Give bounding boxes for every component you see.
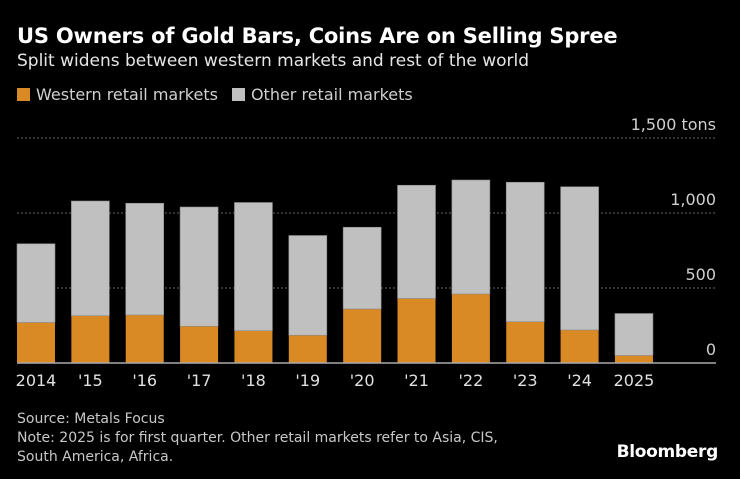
legend-item-western: Western retail markets	[17, 85, 218, 104]
bar-segment-western	[71, 315, 110, 363]
y-tick-label: 1,000	[670, 190, 716, 209]
bar-segment-other	[234, 202, 273, 332]
bar-segment-other	[505, 181, 545, 323]
legend-swatch-other	[231, 88, 245, 101]
legend-label-other: Other retail markets	[250, 85, 413, 104]
bar-segment-western	[234, 330, 273, 363]
x-tick-label: '16	[132, 371, 157, 390]
legend: Western retail markets Other retail mark…	[17, 85, 427, 104]
bar-segment-western	[125, 315, 164, 363]
y-tick-label: 1,500 tons	[631, 115, 716, 134]
x-tick-label: '19	[295, 371, 320, 390]
x-tick-label: '21	[404, 371, 429, 390]
x-tick-label: '17	[187, 371, 212, 390]
bar-segment-other	[16, 243, 56, 323]
bar-segment-western	[397, 298, 436, 363]
x-tick-label: 2014	[16, 371, 57, 390]
bar-segment-western	[506, 321, 545, 363]
bar-segment-other	[614, 313, 654, 356]
bar-segment-other	[560, 186, 599, 331]
x-tick-label: '22	[458, 371, 483, 390]
bar-segment-western	[288, 335, 327, 363]
x-tick-label: '18	[241, 371, 266, 390]
legend-item-other: Other retail markets	[231, 85, 413, 104]
x-tick-label: '23	[513, 371, 538, 390]
note-text-1: Note: 2025 is for first quarter. Other r…	[17, 430, 498, 446]
x-tick-label: 2025	[614, 371, 655, 390]
bar-segment-other	[179, 206, 219, 327]
bar-segment-other	[342, 226, 382, 310]
bar-segment-western	[17, 322, 55, 363]
bar-segment-western	[343, 309, 382, 363]
y-tick-label: 0	[706, 340, 716, 359]
y-tick-label: 500	[685, 265, 716, 284]
bar-segment-other	[397, 184, 436, 299]
bar-segment-western	[614, 355, 653, 363]
x-tick-label: '24	[567, 371, 592, 390]
chart-subtitle: Split widens between western markets and…	[17, 51, 530, 71]
x-tick-label: '20	[350, 371, 375, 390]
legend-label-western: Western retail markets	[36, 85, 218, 104]
footer: Source: Metals Focus Note: 2025 is for f…	[17, 410, 498, 467]
bar-segment-western	[180, 326, 219, 363]
bar-segment-other	[288, 235, 328, 336]
x-tick-label: '15	[78, 371, 103, 390]
bloomberg-logo: Bloomberg	[616, 442, 719, 462]
bar-segment-other	[71, 200, 110, 317]
chart-title: US Owners of Gold Bars, Coins Are on Sel…	[17, 24, 618, 48]
source-text: Source: Metals Focus	[17, 411, 165, 427]
bar-segment-western	[560, 330, 599, 363]
note-text-2: South America, Africa.	[17, 449, 174, 465]
legend-swatch-western	[17, 88, 30, 101]
bar-segment-western	[451, 294, 490, 363]
bar-segment-other	[451, 179, 491, 295]
bar-segment-other	[125, 202, 165, 316]
